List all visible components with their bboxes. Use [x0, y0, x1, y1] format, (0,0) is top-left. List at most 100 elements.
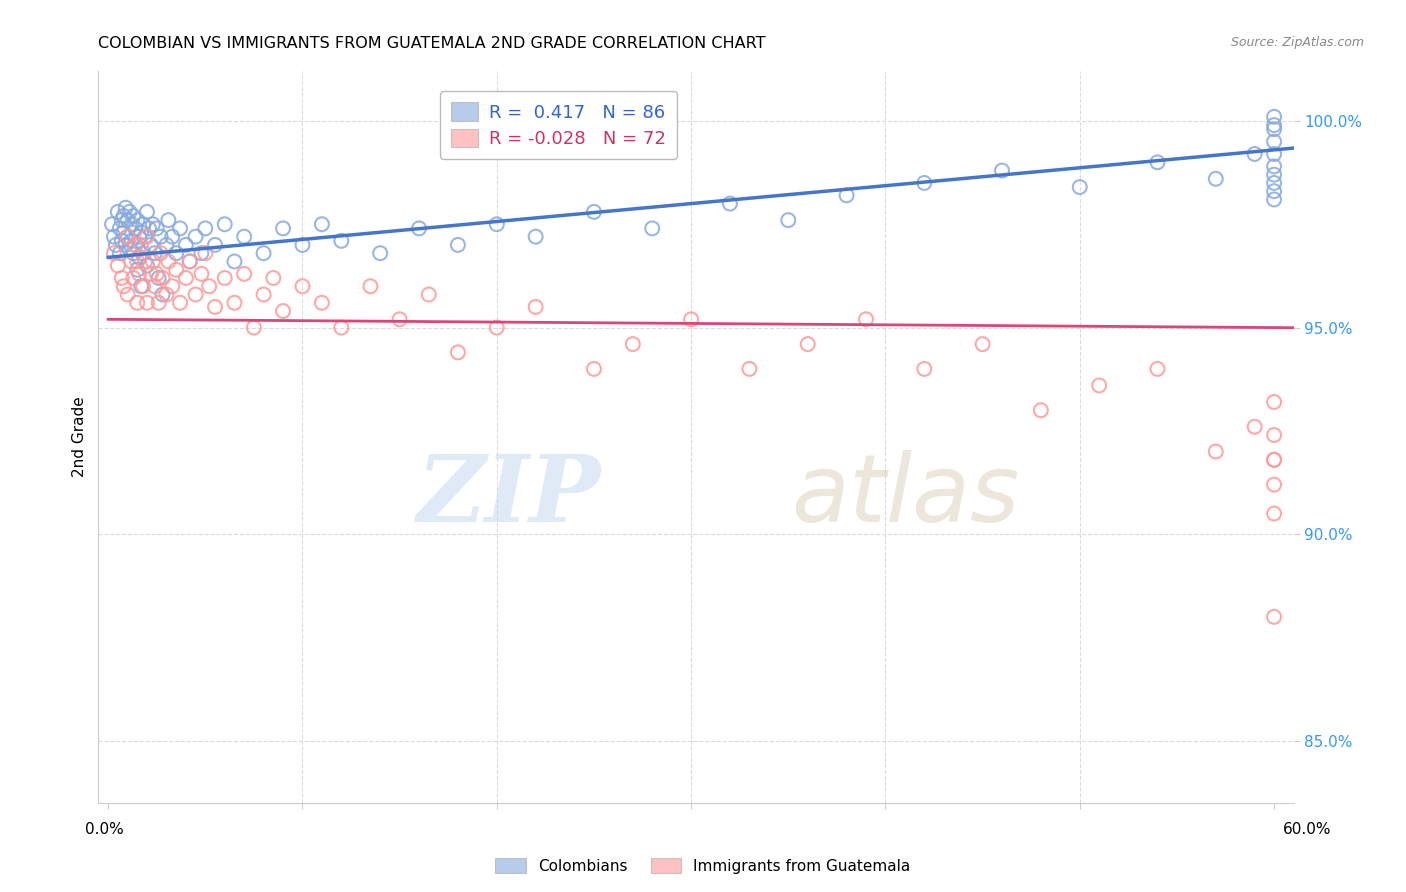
- Point: [641, 221, 664, 235]
- Point: [103, 246, 125, 260]
- Point: [252, 287, 274, 301]
- Point: [112, 226, 135, 240]
- Point: [524, 229, 547, 244]
- Point: [114, 238, 136, 252]
- Point: [262, 271, 284, 285]
- Point: [128, 250, 150, 264]
- Point: [111, 234, 134, 248]
- Point: [198, 279, 221, 293]
- Point: [972, 337, 994, 351]
- Point: [796, 337, 818, 351]
- Point: [524, 300, 547, 314]
- Point: [174, 271, 197, 285]
- Point: [1263, 610, 1285, 624]
- Text: atlas: atlas: [792, 450, 1019, 541]
- Point: [1263, 122, 1285, 136]
- Point: [136, 205, 159, 219]
- Point: [101, 217, 124, 231]
- Point: [311, 217, 333, 231]
- Point: [1146, 362, 1168, 376]
- Point: [1263, 395, 1285, 409]
- Point: [152, 271, 174, 285]
- Point: [194, 246, 217, 260]
- Point: [330, 234, 353, 248]
- Point: [224, 254, 246, 268]
- Point: [139, 238, 162, 252]
- Point: [132, 279, 155, 293]
- Point: [1263, 452, 1285, 467]
- Point: [117, 213, 139, 227]
- Point: [408, 221, 430, 235]
- Point: [108, 221, 131, 235]
- Point: [117, 229, 139, 244]
- Point: [169, 221, 191, 235]
- Point: [134, 254, 156, 268]
- Point: [912, 176, 935, 190]
- Point: [162, 279, 184, 293]
- Point: [291, 279, 314, 293]
- Point: [855, 312, 877, 326]
- Point: [1263, 147, 1285, 161]
- Point: [1263, 477, 1285, 491]
- Point: [127, 262, 149, 277]
- Point: [388, 312, 411, 326]
- Point: [122, 209, 145, 223]
- Text: ZIP: ZIP: [416, 450, 600, 541]
- Point: [1205, 171, 1227, 186]
- Point: [835, 188, 858, 202]
- Point: [136, 229, 159, 244]
- Point: [128, 267, 150, 281]
- Point: [1263, 452, 1285, 467]
- Point: [1243, 147, 1265, 161]
- Point: [1263, 168, 1285, 182]
- Point: [1263, 160, 1285, 174]
- Point: [149, 246, 172, 260]
- Point: [582, 362, 605, 376]
- Point: [149, 229, 172, 244]
- Point: [129, 226, 152, 240]
- Point: [359, 279, 381, 293]
- Point: [128, 229, 150, 244]
- Point: [233, 267, 256, 281]
- Text: 60.0%: 60.0%: [1284, 822, 1331, 837]
- Point: [243, 320, 266, 334]
- Point: [165, 246, 187, 260]
- Point: [1263, 193, 1285, 207]
- Point: [112, 209, 135, 223]
- Point: [118, 205, 141, 219]
- Point: [1263, 428, 1285, 442]
- Point: [124, 238, 146, 252]
- Point: [107, 205, 129, 219]
- Point: [155, 287, 177, 301]
- Point: [991, 163, 1014, 178]
- Point: [120, 217, 142, 231]
- Point: [142, 254, 165, 268]
- Point: [108, 246, 131, 260]
- Point: [134, 229, 156, 244]
- Point: [148, 295, 170, 310]
- Point: [1029, 403, 1052, 417]
- Legend: Colombians, Immigrants from Guatemala: Colombians, Immigrants from Guatemala: [489, 852, 917, 880]
- Point: [127, 213, 149, 227]
- Point: [1146, 155, 1168, 169]
- Point: [136, 295, 159, 310]
- Point: [157, 254, 180, 268]
- Point: [107, 259, 129, 273]
- Point: [184, 287, 207, 301]
- Point: [204, 238, 226, 252]
- Point: [103, 229, 125, 244]
- Point: [582, 205, 605, 219]
- Point: [169, 295, 191, 310]
- Point: [194, 221, 217, 235]
- Point: [1263, 110, 1285, 124]
- Point: [129, 238, 152, 252]
- Point: [1263, 118, 1285, 132]
- Point: [143, 279, 166, 293]
- Point: [204, 300, 226, 314]
- Point: [1263, 176, 1285, 190]
- Point: [127, 295, 149, 310]
- Point: [778, 213, 800, 227]
- Point: [145, 267, 167, 281]
- Point: [111, 213, 134, 227]
- Point: [224, 295, 246, 310]
